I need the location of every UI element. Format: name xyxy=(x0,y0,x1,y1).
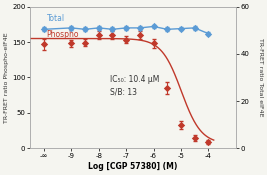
Point xyxy=(165,87,169,89)
Point xyxy=(97,34,101,36)
Point xyxy=(42,43,46,46)
X-axis label: Log [CGP 57380] (M): Log [CGP 57380] (M) xyxy=(88,162,178,171)
Point xyxy=(193,26,197,29)
Point xyxy=(179,123,183,126)
Text: Phospho: Phospho xyxy=(47,30,79,40)
Point xyxy=(83,41,87,44)
Point xyxy=(69,26,73,29)
Point xyxy=(110,34,115,36)
Point xyxy=(97,26,101,29)
Point xyxy=(124,38,128,41)
Point xyxy=(124,26,128,29)
Point xyxy=(42,28,46,31)
Y-axis label: TR-FRET ratio Phospho-eIF4E: TR-FRET ratio Phospho-eIF4E xyxy=(4,32,9,123)
Point xyxy=(193,137,197,140)
Point xyxy=(206,32,210,35)
Point xyxy=(138,34,142,36)
Point xyxy=(138,26,142,29)
Point xyxy=(69,42,73,45)
Text: Total: Total xyxy=(47,14,65,23)
Text: IC₅₀: 10.4 μM
S/B: 13: IC₅₀: 10.4 μM S/B: 13 xyxy=(110,75,159,97)
Point xyxy=(151,25,156,28)
Point xyxy=(151,42,156,45)
Point xyxy=(206,140,210,143)
Point xyxy=(165,28,169,31)
Point xyxy=(179,27,183,30)
Point xyxy=(83,28,87,31)
Point xyxy=(110,28,115,31)
Y-axis label: TR-FRET ratio Total eIF4E: TR-FRET ratio Total eIF4E xyxy=(258,38,263,117)
